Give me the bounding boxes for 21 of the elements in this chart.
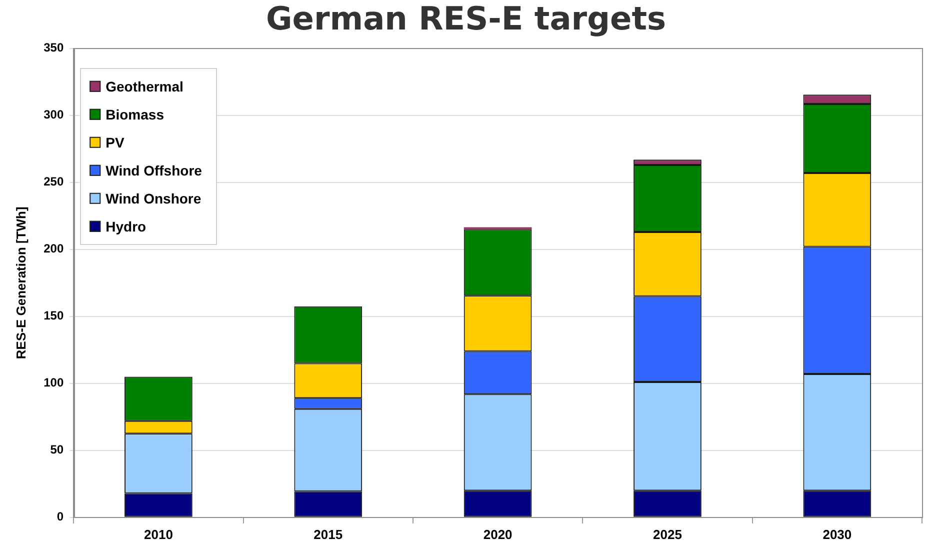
legend-label: Hydro bbox=[106, 218, 146, 234]
y-tick-label: 50 bbox=[50, 442, 64, 457]
y-tick-label: 100 bbox=[44, 376, 64, 390]
legend-label: Wind Offshore bbox=[106, 162, 202, 178]
legend-label: Wind Onshore bbox=[106, 190, 202, 206]
legend-label: Biomass bbox=[106, 106, 164, 122]
y-tick-label: 300 bbox=[44, 108, 64, 122]
legend-label: Geothermal bbox=[106, 78, 184, 94]
y-tick-label: 250 bbox=[44, 174, 64, 189]
chart-title: German RES-E targets bbox=[266, 0, 666, 38]
y-tick-label: 0 bbox=[56, 510, 64, 524]
x-tick-label: 2015 bbox=[314, 526, 343, 542]
y-tick-label: 200 bbox=[44, 242, 64, 256]
x-tick-label: 2020 bbox=[483, 526, 512, 542]
x-tick-label: 2025 bbox=[653, 526, 682, 542]
y-tick-label: 150 bbox=[44, 308, 64, 323]
x-tick-label: 2010 bbox=[144, 526, 173, 542]
x-tick-label: 2030 bbox=[822, 526, 852, 542]
y-tick-label: 350 bbox=[44, 40, 64, 55]
legend-label: PV bbox=[106, 134, 125, 150]
y-axis-title: RES-E Generation [TWh] bbox=[13, 206, 28, 360]
